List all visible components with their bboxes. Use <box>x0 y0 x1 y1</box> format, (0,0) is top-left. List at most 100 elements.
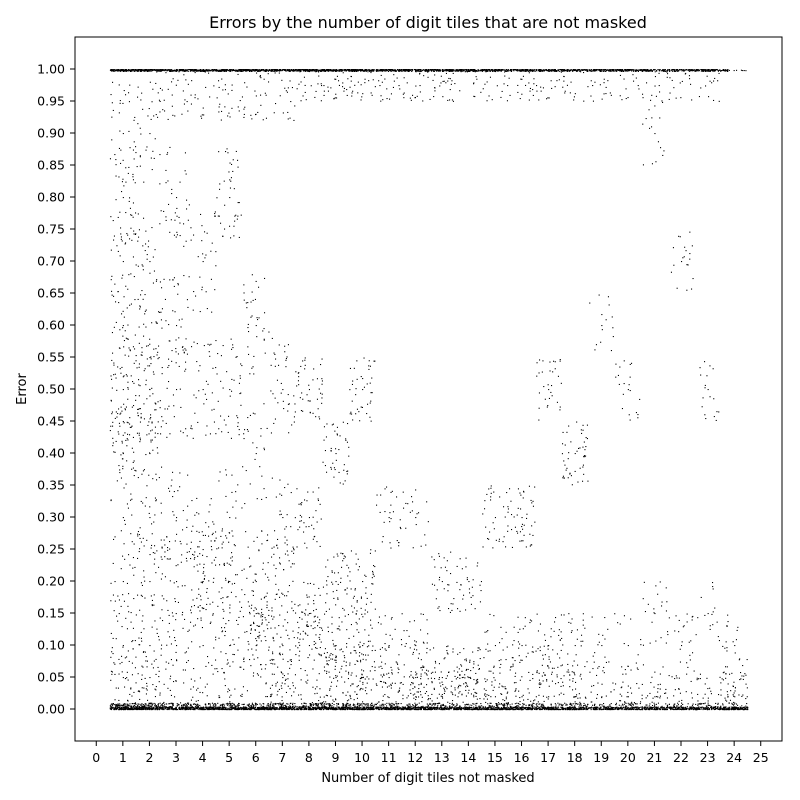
scatter-point <box>290 702 292 704</box>
scatter-point <box>111 647 113 649</box>
scatter-point <box>356 629 358 631</box>
scatter-point <box>300 81 302 83</box>
scatter-point <box>237 708 239 710</box>
scatter-point <box>403 77 405 79</box>
scatter-point <box>112 81 114 83</box>
scatter-point <box>438 678 440 680</box>
scatter-point <box>161 558 163 560</box>
scatter-point <box>149 261 151 263</box>
scatter-point <box>139 698 141 700</box>
scatter-point <box>286 514 288 516</box>
scatter-point <box>287 634 289 636</box>
scatter-point <box>186 199 188 201</box>
scatter-point <box>423 686 425 688</box>
scatter-point <box>152 667 154 669</box>
scatter-point <box>114 663 116 665</box>
scatter-point <box>226 709 228 711</box>
scatter-point <box>428 698 430 700</box>
scatter-point <box>436 697 438 699</box>
scatter-point <box>443 588 445 590</box>
scatter-point <box>399 526 401 528</box>
scatter-point <box>433 96 435 98</box>
scatter-point <box>249 659 251 661</box>
scatter-point <box>164 544 166 546</box>
scatter-point <box>117 216 119 218</box>
scatter-point <box>241 703 243 705</box>
scatter-point <box>315 634 317 636</box>
scatter-point <box>354 589 356 591</box>
scatter-point <box>130 687 132 689</box>
scatter-point <box>213 408 215 410</box>
scatter-point <box>416 673 418 675</box>
scatter-point <box>307 603 309 605</box>
scatter-point <box>343 609 345 611</box>
scatter-point <box>226 596 228 598</box>
scatter-point <box>484 709 486 711</box>
scatter-point <box>212 709 214 711</box>
scatter-point <box>126 703 128 705</box>
scatter-point <box>388 672 390 674</box>
scatter-point <box>164 110 166 112</box>
scatter-point <box>347 691 349 693</box>
scatter-point <box>326 660 328 662</box>
scatter-point <box>124 243 126 245</box>
scatter-point <box>416 95 418 97</box>
scatter-point <box>420 682 422 684</box>
scatter-point <box>346 629 348 631</box>
scatter-point <box>135 470 137 472</box>
scatter-point <box>287 678 289 680</box>
scatter-point <box>217 605 219 607</box>
scatter-point <box>360 687 362 689</box>
scatter-point <box>314 627 316 629</box>
scatter-point <box>285 90 287 92</box>
scatter-point <box>249 483 251 485</box>
scatter-point <box>123 705 125 707</box>
scatter-point <box>451 80 453 82</box>
scatter-point <box>236 356 238 358</box>
scatter-point <box>268 705 270 707</box>
scatter-point <box>118 347 120 349</box>
scatter-point <box>426 501 428 503</box>
scatter-point <box>321 383 323 385</box>
scatter-point <box>155 572 157 574</box>
scatter-point <box>267 628 269 630</box>
scatter-point <box>349 413 351 415</box>
scatter-point <box>339 709 341 711</box>
scatter-point <box>134 69 136 71</box>
scatter-point <box>349 704 351 706</box>
scatter-point <box>289 704 291 706</box>
scatter-point <box>456 705 458 707</box>
scatter-point <box>451 703 453 705</box>
scatter-point <box>137 594 139 596</box>
scatter-point <box>129 417 131 419</box>
scatter-point <box>396 77 398 79</box>
scatter-point <box>153 702 155 704</box>
scatter-point <box>163 210 165 212</box>
scatter-point <box>222 89 224 91</box>
scatter-point <box>168 487 170 489</box>
scatter-point <box>165 182 167 184</box>
scatter-point <box>475 76 477 78</box>
scatter-point <box>148 512 150 514</box>
scatter-point <box>119 130 121 132</box>
scatter-point <box>359 678 361 680</box>
scatter-point <box>356 693 358 695</box>
scatter-point <box>259 466 261 468</box>
scatter-point <box>240 392 242 394</box>
scatter-point <box>442 684 444 686</box>
scatter-point <box>164 556 166 558</box>
scatter-point <box>388 697 390 699</box>
scatter-point <box>434 74 436 76</box>
scatter-point <box>213 421 215 423</box>
scatter-point <box>114 154 116 156</box>
scatter-point <box>161 308 163 310</box>
scatter-point <box>270 701 272 703</box>
scatter-point <box>438 663 440 665</box>
scatter-point <box>165 320 167 322</box>
scatter-point <box>295 654 297 656</box>
scatter-point <box>472 595 474 597</box>
scatter-point <box>128 166 130 168</box>
scatter-point <box>255 705 257 707</box>
scatter-point <box>381 647 383 649</box>
scatter-point <box>330 704 332 706</box>
